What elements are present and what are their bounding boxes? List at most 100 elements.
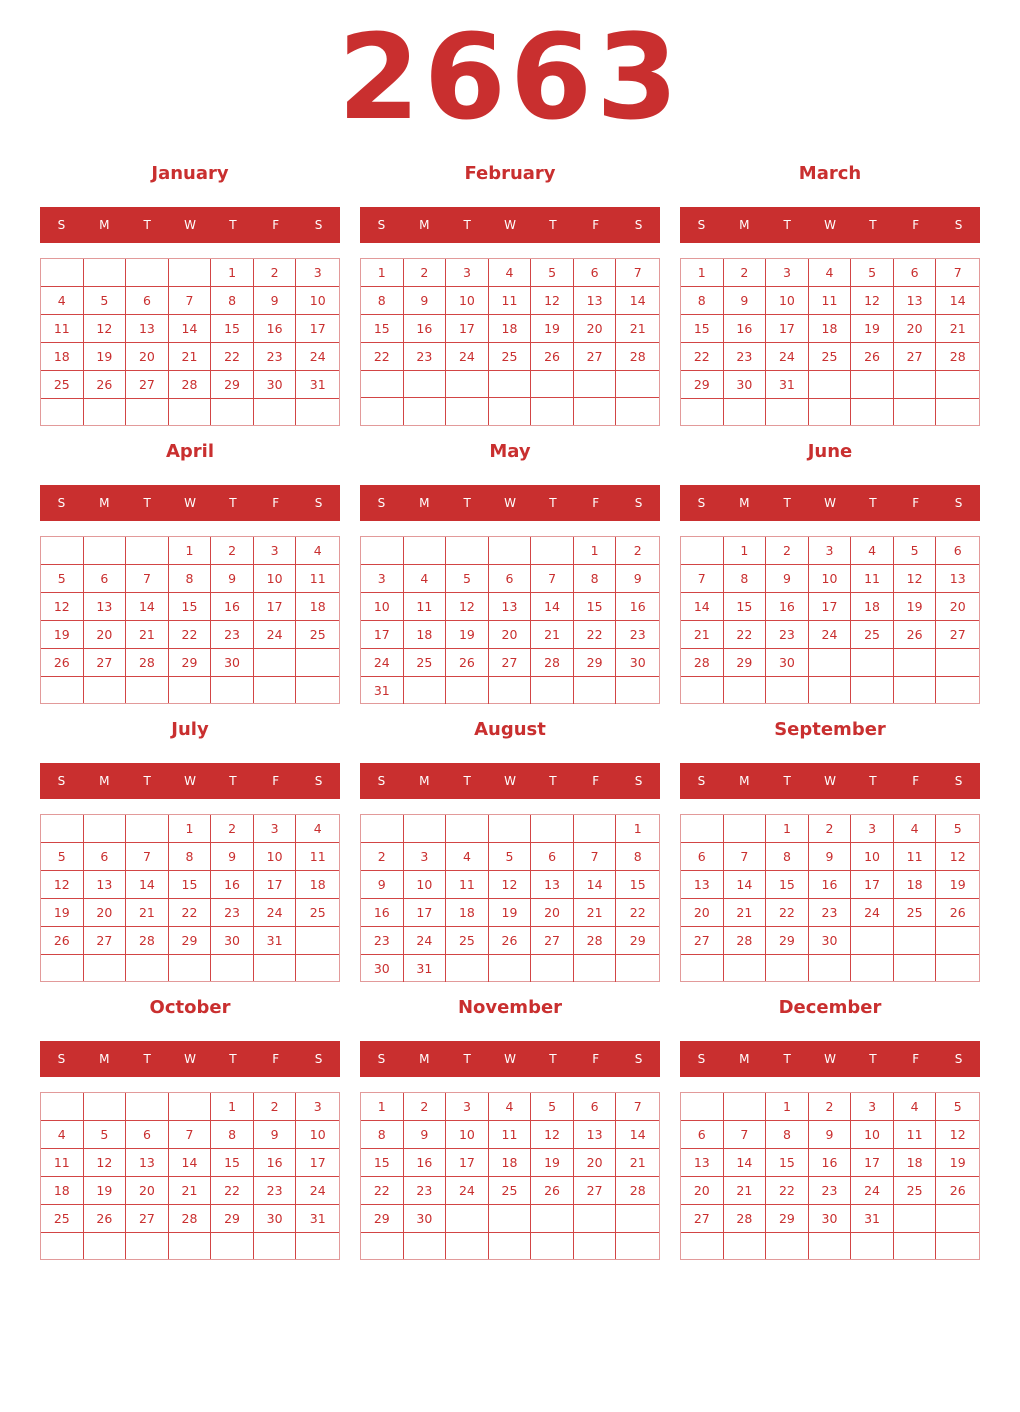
day-cell: 28 xyxy=(616,343,659,371)
empty-cell xyxy=(851,677,894,703)
weekday-label: S xyxy=(314,218,323,232)
weekday-label: F xyxy=(912,218,920,232)
weekday-label: T xyxy=(549,774,557,788)
day-cell: 7 xyxy=(126,843,169,871)
empty-cell xyxy=(616,677,659,704)
day-cell: 12 xyxy=(936,1121,979,1149)
month-july: July S M T W T F S 1 2 3 4 5 6 7 8 9 10 11 12 13 14 15 16 17 18 19… xyxy=(40,716,340,986)
empty-cell xyxy=(936,955,979,981)
day-cell: 14 xyxy=(126,871,169,899)
empty-cell xyxy=(851,371,894,399)
day-cell: 30 xyxy=(808,1205,852,1233)
month-title: October xyxy=(149,997,231,1018)
month-october: October S M T W T F S 1 2 3 4 5 6 7 8 9 10 11 12 13 14 15 16 17 1… xyxy=(40,994,340,1264)
day-cell: 14 xyxy=(168,1149,212,1177)
empty-cell xyxy=(446,955,489,982)
day-cell: 7 xyxy=(616,259,659,287)
day-grid: 1 2 3 4 5 6 7 8 9 10 11 12 13 14 15 16 17 18 19 20 21 22 23 24 2… xyxy=(680,536,980,704)
empty-cell xyxy=(766,1233,809,1259)
month-february: February S M T W T F S 1 2 3 4 5 6 7 8 9 10 11 12 13 14 15 16 17… xyxy=(360,160,660,430)
day-cell: 26 xyxy=(41,927,84,955)
day-cell: 16 xyxy=(723,315,767,343)
day-cell: 27 xyxy=(531,927,574,955)
empty-cell xyxy=(681,537,724,565)
day-cell: 19 xyxy=(893,593,937,621)
day-cell: 28 xyxy=(168,1205,212,1233)
day-cell: 9 xyxy=(808,1121,852,1149)
empty-cell xyxy=(84,955,127,981)
day-cell: 16 xyxy=(211,871,254,899)
empty-cell xyxy=(84,399,127,425)
empty-cell xyxy=(211,399,254,425)
day-cell: 13 xyxy=(681,1149,724,1177)
weekday-label: T xyxy=(463,496,471,510)
month-title: August xyxy=(474,719,546,740)
day-cell: 22 xyxy=(211,1177,254,1205)
weekday-label: F xyxy=(272,1052,280,1066)
day-cell: 24 xyxy=(851,1177,894,1205)
weekday-label: T xyxy=(143,774,151,788)
day-cell: 24 xyxy=(253,621,297,649)
day-cell: 10 xyxy=(253,843,297,871)
day-cell: 8 xyxy=(723,565,767,593)
day-cell: 5 xyxy=(83,1121,127,1149)
day-cell: 10 xyxy=(361,593,404,621)
day-cell: 22 xyxy=(573,621,617,649)
empty-cell xyxy=(893,1205,937,1233)
day-cell: 22 xyxy=(168,621,212,649)
weekday-label: M xyxy=(739,496,750,510)
day-cell: 21 xyxy=(723,899,767,927)
day-cell: 13 xyxy=(573,1121,617,1149)
empty-cell xyxy=(489,677,532,704)
day-cell: 10 xyxy=(446,1121,489,1149)
day-cell: 4 xyxy=(851,537,894,565)
day-cell: 10 xyxy=(296,1121,339,1149)
day-cell: 12 xyxy=(531,1121,574,1149)
day-cell: 8 xyxy=(361,287,404,315)
day-grid: 1 2 3 4 5 6 7 8 9 10 11 12 13 14 15 16 17 18 19 20 21 22 23 24 2… xyxy=(40,814,340,982)
day-grid: 1 2 3 4 5 6 7 8 9 10 11 12 13 14 15 16 17 18 19 20 21 22 23 24 2… xyxy=(40,536,340,704)
day-cell: 9 xyxy=(616,565,659,593)
weekday-label: T xyxy=(229,774,237,788)
empty-cell xyxy=(126,815,169,843)
month-may: May S M T W T F S 1 2 3 4 5 6 7 8 9 10 11 12 13 14 15 16 17 18 19 2… xyxy=(360,438,660,708)
weekday-label: T xyxy=(143,496,151,510)
empty-cell xyxy=(616,955,659,982)
empty-cell xyxy=(808,649,852,677)
day-cell: 11 xyxy=(41,1149,84,1177)
empty-cell xyxy=(403,371,447,398)
day-cell: 15 xyxy=(766,1149,809,1177)
day-cell: 18 xyxy=(296,871,339,899)
empty-cell xyxy=(296,927,339,955)
weekday-label: S xyxy=(697,1052,706,1066)
year-title: 2663 xyxy=(337,8,683,146)
day-cell: 26 xyxy=(488,927,532,955)
day-cell: 11 xyxy=(41,315,84,343)
empty-cell xyxy=(361,1233,404,1259)
day-cell: 28 xyxy=(616,1177,659,1205)
day-cell: 8 xyxy=(211,287,254,315)
day-cell: 20 xyxy=(936,593,979,621)
weekday-label: T xyxy=(869,218,877,232)
day-cell: 11 xyxy=(296,565,339,593)
day-cell: 12 xyxy=(893,565,937,593)
day-grid: 1 2 3 4 5 6 7 8 9 10 11 12 13 14 15 16 17 18 19 20 21 22 23 24 2… xyxy=(360,536,660,704)
day-cell: 20 xyxy=(573,315,617,343)
empty-cell xyxy=(936,371,979,399)
month-title: July xyxy=(171,719,209,740)
day-cell: 22 xyxy=(211,343,254,371)
weekday-label: W xyxy=(824,218,836,232)
weekday-label: S xyxy=(314,774,323,788)
day-cell: 30 xyxy=(211,927,254,955)
day-cell: 7 xyxy=(168,1121,212,1149)
empty-cell xyxy=(169,399,212,425)
empty-cell xyxy=(254,955,297,981)
empty-cell xyxy=(724,1233,767,1259)
weekday-label: T xyxy=(869,496,877,510)
day-cell: 15 xyxy=(766,871,809,899)
empty-cell xyxy=(84,1233,127,1259)
day-cell: 24 xyxy=(851,899,894,927)
day-cell: 21 xyxy=(681,621,724,649)
